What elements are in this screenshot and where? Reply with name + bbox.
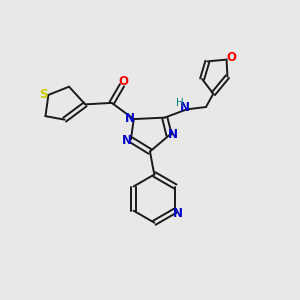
Text: N: N — [179, 101, 190, 114]
Text: N: N — [122, 134, 132, 147]
Text: O: O — [118, 75, 128, 88]
Text: N: N — [173, 207, 183, 220]
Text: S: S — [39, 88, 47, 100]
Text: H: H — [176, 98, 184, 109]
Text: O: O — [226, 51, 236, 64]
Text: N: N — [168, 128, 178, 142]
Text: N: N — [125, 112, 135, 125]
